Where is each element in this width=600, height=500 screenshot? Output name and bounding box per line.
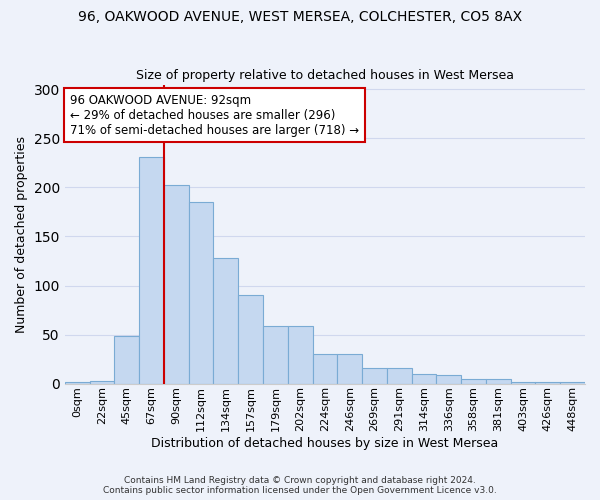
Text: Contains HM Land Registry data © Crown copyright and database right 2024.
Contai: Contains HM Land Registry data © Crown c… xyxy=(103,476,497,495)
Bar xyxy=(139,157,164,384)
X-axis label: Distribution of detached houses by size in West Mersea: Distribution of detached houses by size … xyxy=(151,437,499,450)
Bar xyxy=(412,374,436,384)
Bar xyxy=(535,382,560,384)
Bar xyxy=(188,202,214,384)
Bar xyxy=(164,184,188,384)
Bar xyxy=(65,382,89,384)
Bar xyxy=(560,382,585,384)
Bar xyxy=(263,326,288,384)
Bar xyxy=(511,382,535,384)
Bar xyxy=(387,368,412,384)
Bar xyxy=(436,374,461,384)
Bar xyxy=(115,336,139,384)
Bar xyxy=(288,326,313,384)
Title: Size of property relative to detached houses in West Mersea: Size of property relative to detached ho… xyxy=(136,69,514,82)
Bar xyxy=(238,296,263,384)
Text: 96, OAKWOOD AVENUE, WEST MERSEA, COLCHESTER, CO5 8AX: 96, OAKWOOD AVENUE, WEST MERSEA, COLCHES… xyxy=(78,10,522,24)
Bar xyxy=(461,378,486,384)
Y-axis label: Number of detached properties: Number of detached properties xyxy=(15,136,28,332)
Bar xyxy=(337,354,362,384)
Bar xyxy=(362,368,387,384)
Bar xyxy=(313,354,337,384)
Bar xyxy=(486,378,511,384)
Text: 96 OAKWOOD AVENUE: 92sqm
← 29% of detached houses are smaller (296)
71% of semi-: 96 OAKWOOD AVENUE: 92sqm ← 29% of detach… xyxy=(70,94,359,136)
Bar xyxy=(214,258,238,384)
Bar xyxy=(89,380,115,384)
